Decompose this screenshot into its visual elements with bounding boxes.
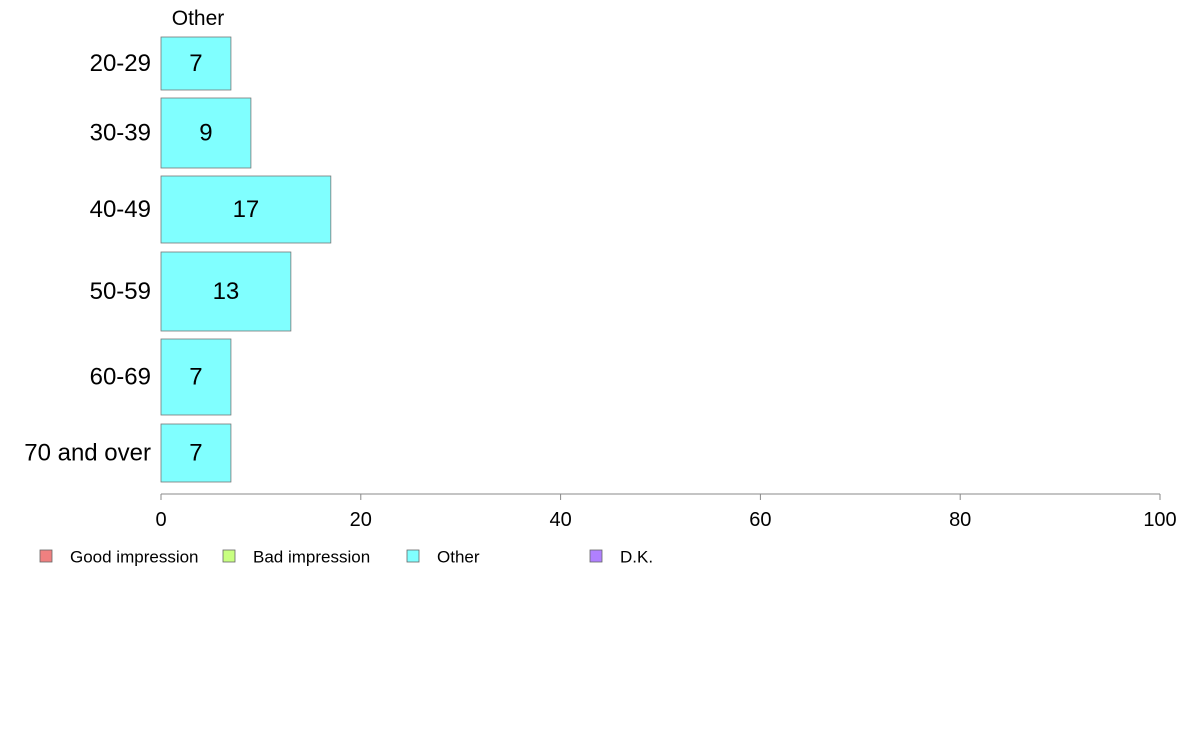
legend-swatch: [589, 549, 603, 563]
legend-label: Other: [437, 548, 480, 567]
x-tick-label: 60: [749, 509, 771, 531]
x-tick-label: 20: [350, 509, 372, 531]
value-label: 17: [233, 196, 260, 223]
legend-swatch: [222, 549, 236, 563]
bar-50-59: [160, 251, 292, 332]
bar-40-49: [160, 175, 332, 244]
x-tick-label: 80: [949, 509, 971, 531]
legend-swatch: [39, 549, 53, 563]
bars-group: 7 9 17 13 7 7: [160, 36, 332, 483]
value-label: 9: [199, 120, 212, 147]
category-label: 20-29: [90, 50, 151, 77]
category-label: 40-49: [90, 196, 151, 223]
bar-30-39: [160, 97, 252, 169]
bar-60-69: [160, 338, 232, 416]
x-tick-label: 40: [549, 509, 571, 531]
value-label: 13: [213, 278, 240, 305]
x-axis: 0 20 40 60 80 100: [155, 493, 1177, 531]
legend-label: Bad impression: [253, 548, 370, 567]
chart-title: Other: [172, 7, 225, 30]
bar-20-29: [160, 36, 232, 91]
x-tick-label: 0: [155, 509, 166, 531]
category-label: 30-39: [90, 120, 151, 147]
category-label: 60-69: [90, 364, 151, 391]
value-label: 7: [189, 364, 202, 391]
legend-label: Good impression: [70, 548, 199, 567]
category-labels: 20-29 30-39 40-49 50-59 60-69 70 and over: [24, 50, 151, 467]
bar-70-and-over: [160, 423, 232, 483]
legend-label: D.K.: [620, 548, 653, 567]
legend-swatch: [406, 549, 420, 563]
x-tick-label: 100: [1143, 509, 1176, 531]
value-label: 7: [189, 440, 202, 467]
category-label: 70 and over: [24, 440, 151, 467]
value-label: 7: [189, 50, 202, 77]
category-label: 50-59: [90, 278, 151, 305]
legend: Good impression Bad impression Other D.K.: [39, 548, 653, 567]
